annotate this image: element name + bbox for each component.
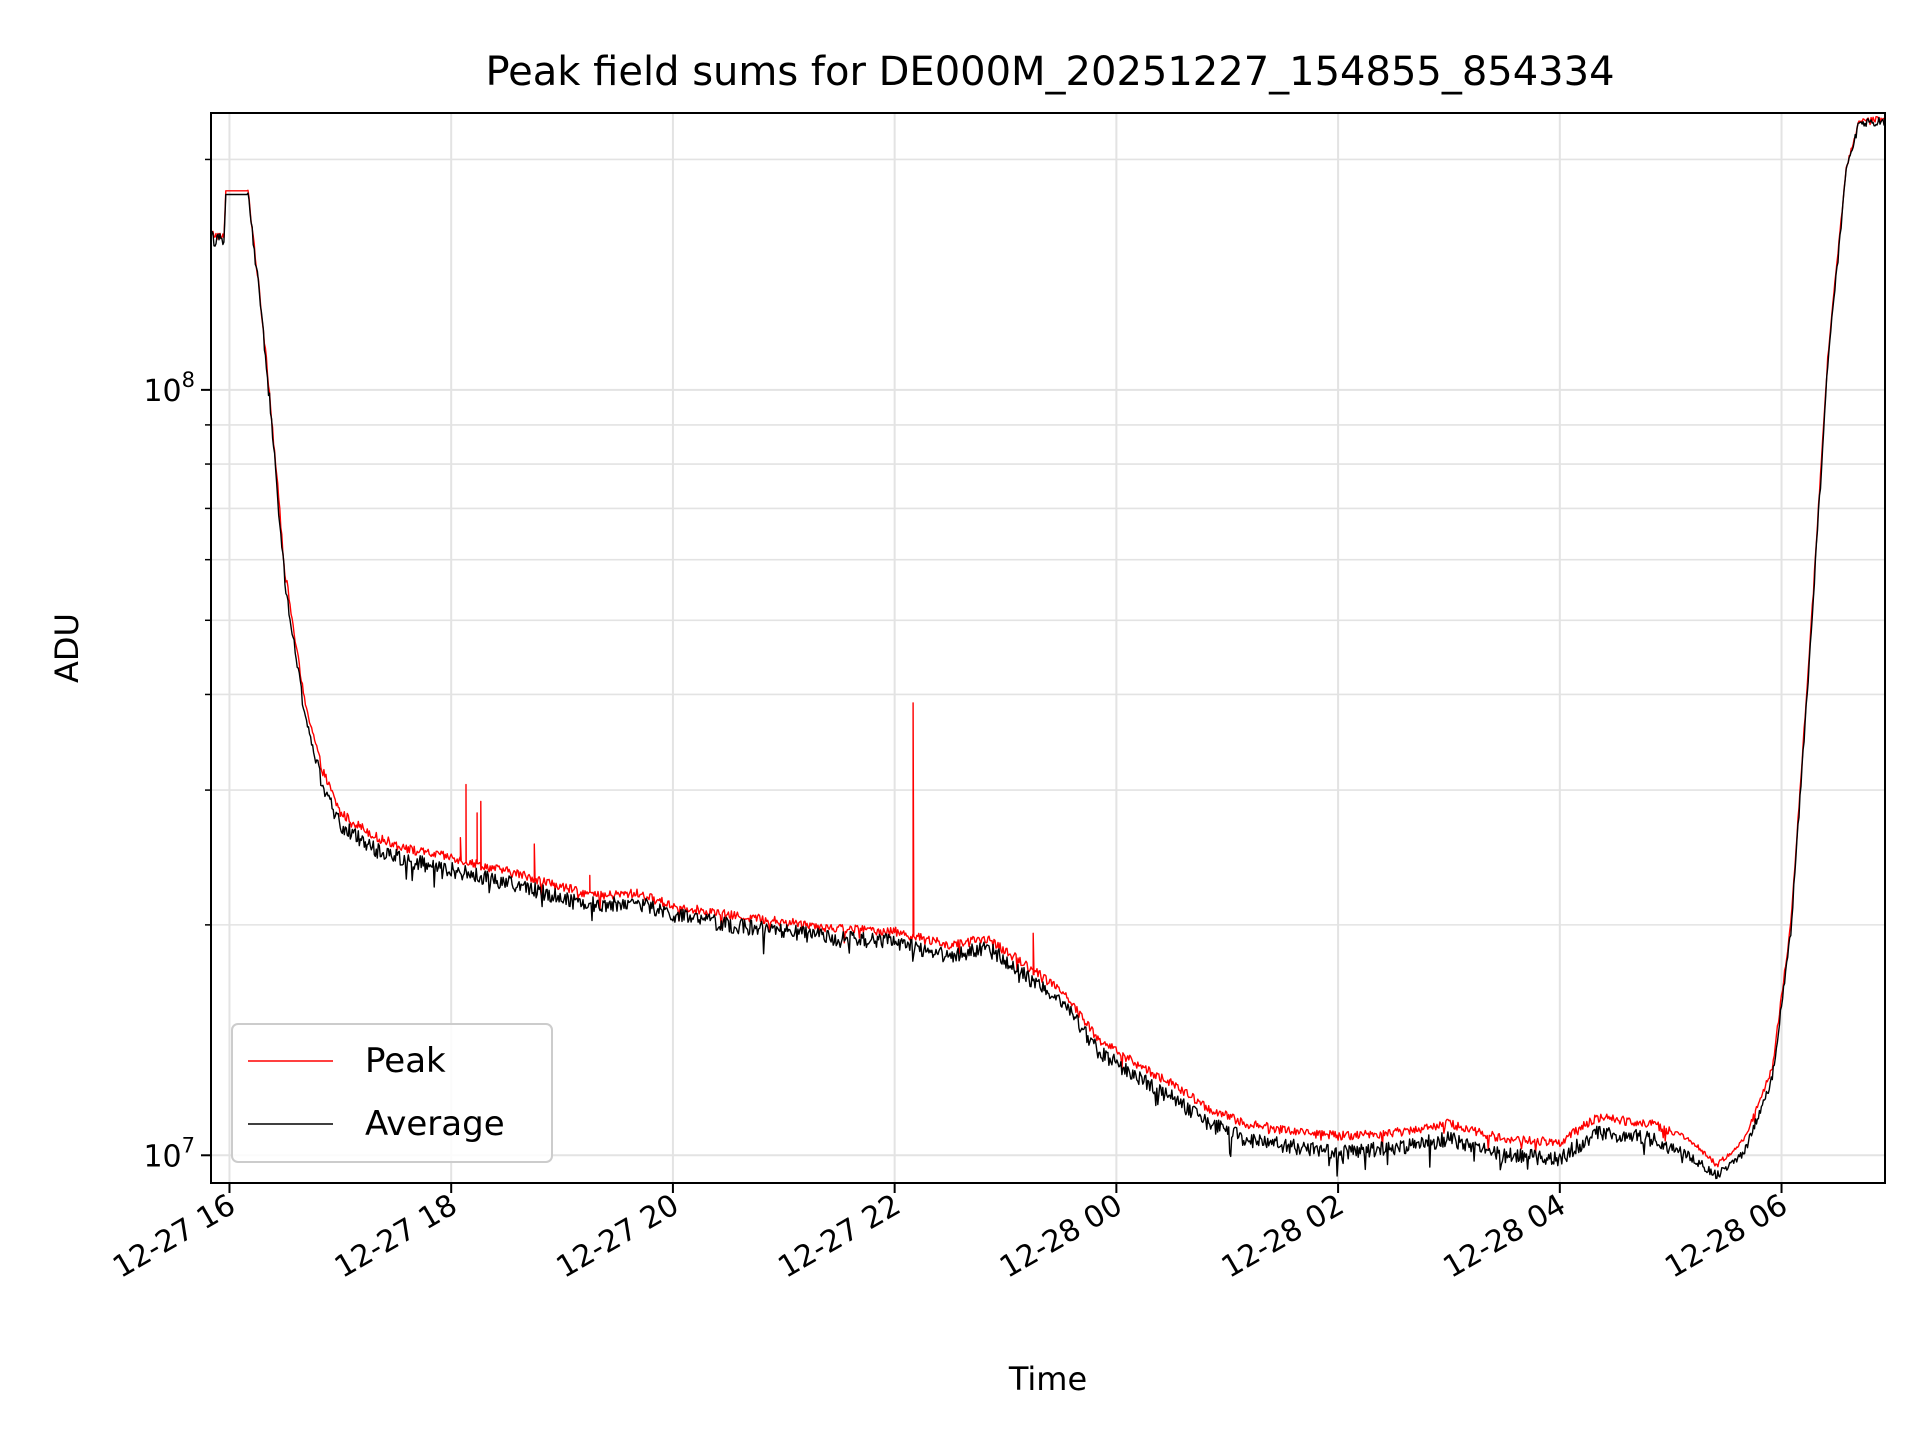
y-tick-label: 107 (143, 1133, 195, 1174)
y-tick-base: 10 (143, 374, 181, 409)
series-line-average (211, 116, 1885, 1180)
legend-label-average: Average (365, 1104, 505, 1144)
chart-title: Peak field sums for DE000M_20251227_1548… (485, 49, 1614, 95)
legend-label-peak: Peak (365, 1041, 446, 1081)
grid-major (211, 113, 1885, 1183)
y-tick-exponent: 8 (182, 368, 195, 392)
plot-frame (210, 112, 1886, 1184)
series-line-peak (211, 116, 1885, 1168)
y-tick-exponent: 7 (182, 1133, 195, 1157)
y-tick-label: 108 (143, 368, 195, 409)
y-tick-base: 10 (143, 1139, 181, 1174)
x-axis-label: Time (1008, 1360, 1087, 1398)
legend-box (231, 1023, 553, 1163)
legend: Peak Average (231, 1023, 553, 1163)
y-axis-label: ADU (48, 613, 86, 683)
grid-minor (211, 158, 1885, 926)
plot-series (211, 116, 1885, 1180)
